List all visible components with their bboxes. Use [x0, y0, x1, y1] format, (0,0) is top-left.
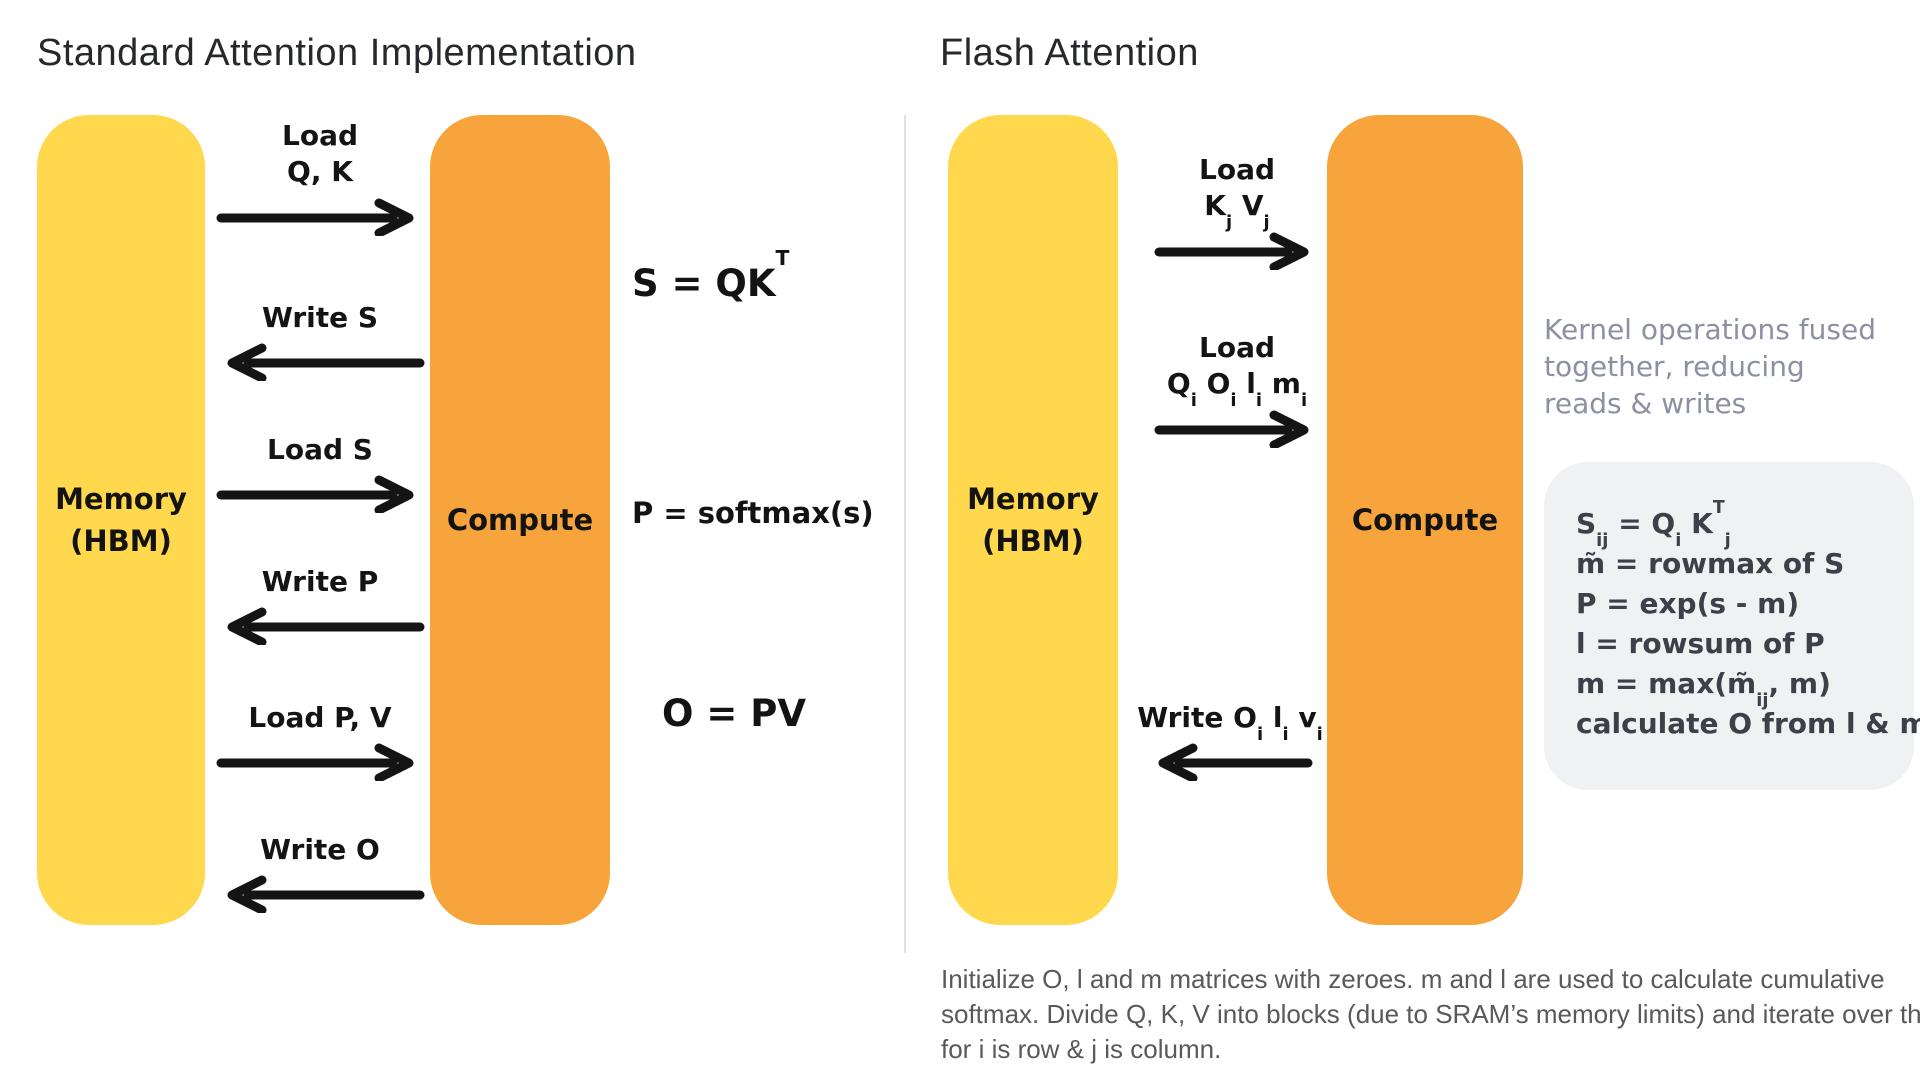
left-arrow-write-o: Write O: [205, 832, 435, 914]
arrow-label: Load Kj Vj: [1198, 153, 1275, 234]
right-memory-label: Memory (HBM): [967, 481, 1099, 558]
left-memory-column: Memory (HBM): [37, 115, 205, 925]
right-arrow-load-qolm: Load Qi Oi li mi: [1142, 330, 1332, 448]
arrow-label: Load P, V: [248, 701, 392, 734]
formula-o-pv: O = PV: [662, 692, 806, 735]
arrow-label: Write P: [261, 565, 379, 598]
box-formula-max: m = max(m̃ij, m): [1576, 667, 1831, 711]
right-memory-column: Memory (HBM): [948, 115, 1118, 925]
left-memory-label: Memory (HBM): [55, 481, 187, 558]
box-formula-calc-o: calculate O from l & m: [1576, 707, 1920, 740]
left-arrow-icon: [227, 607, 424, 646]
formula-p-softmax: P = softmax(s): [632, 496, 874, 530]
left-arrow-icon: [227, 875, 424, 914]
initialization-footnote: Initialize O, l and m matrices with zero…: [941, 964, 1920, 1065]
kernel-fusion-note: Kernel operations fused together, reduci…: [1544, 313, 1876, 420]
left-compute-column: Compute: [430, 115, 610, 925]
box-formula-exp: P = exp(s - m): [1576, 587, 1800, 620]
arrow-label: Write Oi li vi: [1137, 701, 1323, 745]
right-arrow-icon: [216, 475, 413, 514]
arrow-label: Write O: [260, 833, 380, 866]
arrow-label: Load Q, K: [281, 119, 358, 189]
right-arrow-icon: [1154, 410, 1309, 448]
right-arrow-icon: [216, 198, 413, 236]
left-arrow-icon: [227, 343, 424, 382]
arrow-label: Load Qi Oi li mi: [1166, 331, 1308, 412]
section-divider: [904, 115, 906, 953]
box-formula-rowsum: l = rowsum of P: [1576, 627, 1825, 660]
formula-s-qkt: S = QKT: [632, 246, 790, 305]
left-arrow-icon: [1158, 743, 1313, 782]
right-arrow-icon: [216, 743, 413, 782]
arrow-label: Write S: [261, 301, 379, 334]
left-arrow-write-s: Write S: [205, 300, 435, 382]
right-panel-title: Flash Attention: [940, 32, 1199, 74]
left-panel-title: Standard Attention Implementation: [37, 32, 637, 74]
right-arrow-write-olv: Write Oi li vi: [1125, 700, 1335, 782]
left-arrow-load-s: Load S: [205, 432, 435, 514]
box-formula-sij: Sij = Qi KTj: [1576, 498, 1731, 551]
box-formula-rowmax: m̃ = rowmax of S: [1576, 547, 1845, 580]
right-arrow-load-kv: Load Kj Vj: [1142, 152, 1332, 270]
left-arrow-load-qk: Load Q, K: [205, 118, 435, 236]
left-arrow-write-p: Write P: [205, 564, 435, 646]
right-compute-column: Compute: [1327, 115, 1523, 925]
left-compute-label: Compute: [446, 502, 594, 537]
left-arrow-load-pv: Load P, V: [205, 700, 435, 782]
right-compute-label: Compute: [1351, 502, 1499, 537]
flash-attention-formula-box: Sij = Qi KTj m̃ = rowmax of S P = exp(s …: [1544, 462, 1920, 790]
right-arrow-icon: [1154, 232, 1309, 270]
arrow-label: Load S: [267, 433, 373, 466]
